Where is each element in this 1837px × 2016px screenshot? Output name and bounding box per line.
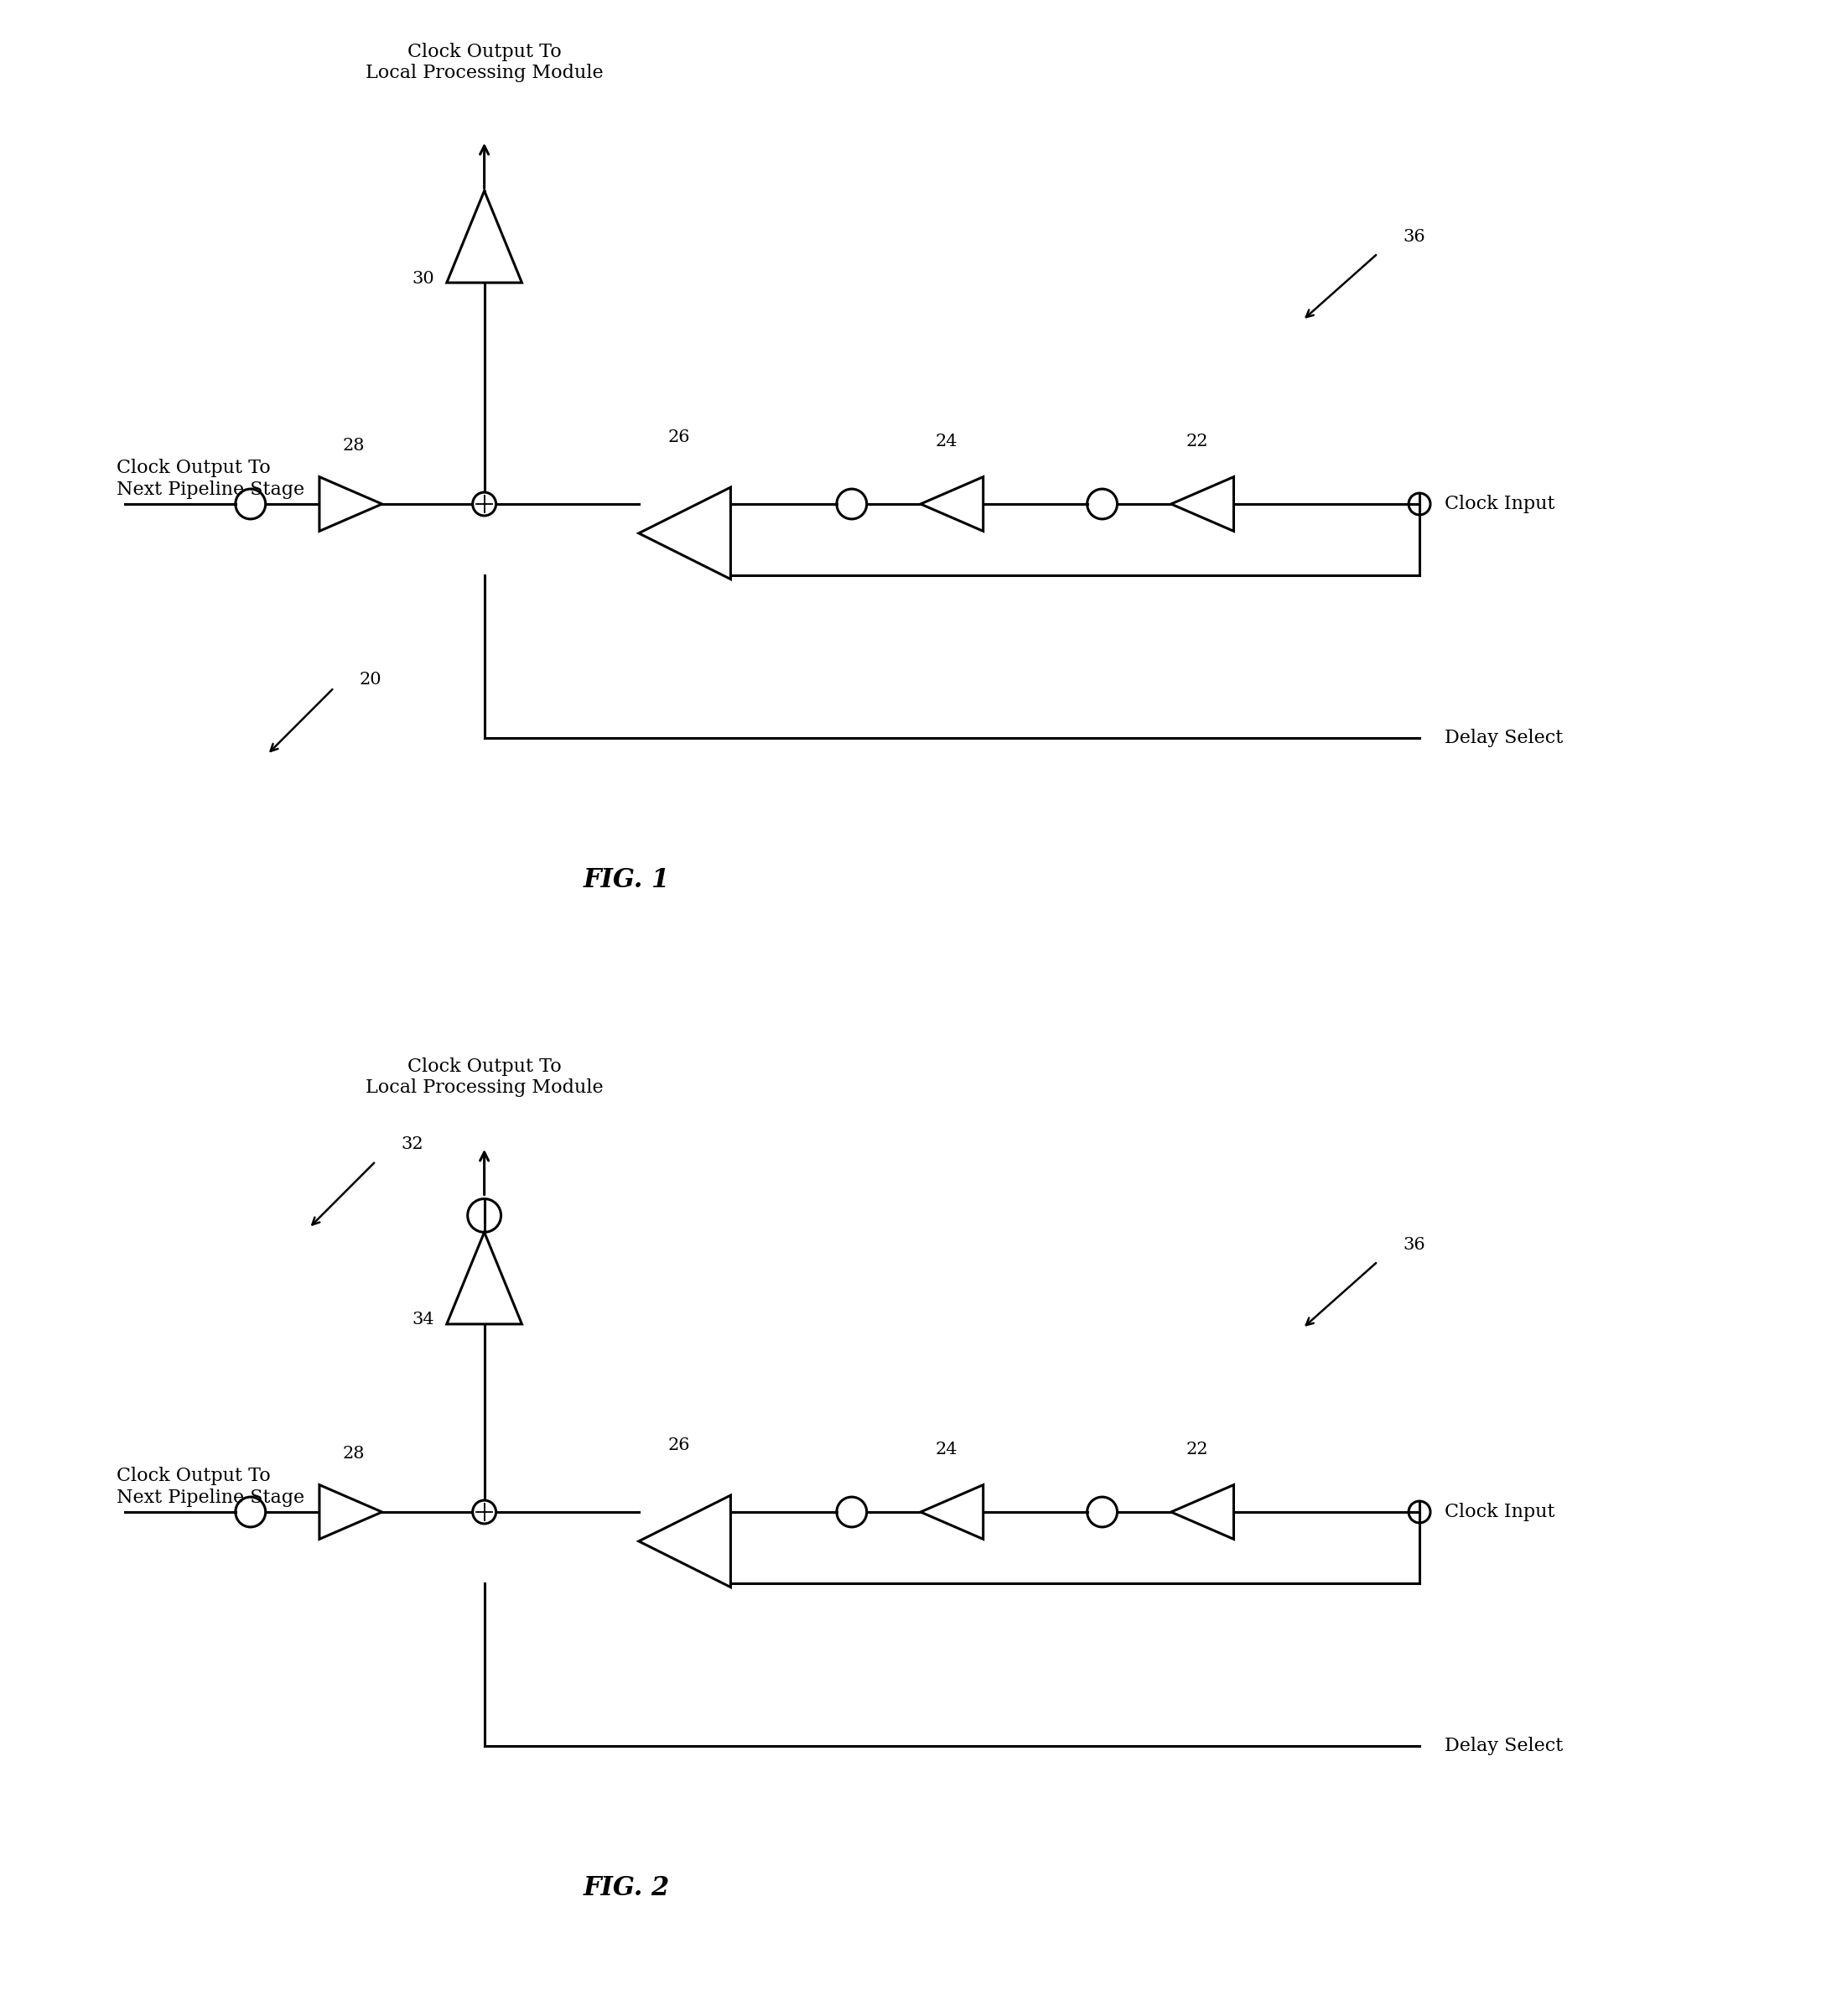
Text: 30: 30 [411, 270, 434, 286]
Text: 32: 32 [400, 1137, 423, 1153]
Polygon shape [320, 1486, 382, 1538]
Text: 34: 34 [411, 1312, 434, 1329]
Polygon shape [1172, 1486, 1234, 1538]
Text: Delay Select: Delay Select [1444, 1736, 1563, 1756]
Text: Clock Input: Clock Input [1444, 494, 1554, 514]
Polygon shape [920, 478, 983, 530]
Text: 22: 22 [1185, 433, 1209, 450]
Text: 26: 26 [669, 1437, 691, 1454]
Text: 28: 28 [342, 437, 364, 454]
Text: 24: 24 [935, 433, 957, 450]
Text: 20: 20 [358, 671, 382, 687]
Text: 22: 22 [1185, 1441, 1209, 1458]
Polygon shape [920, 1486, 983, 1538]
Polygon shape [320, 478, 382, 530]
Text: Delay Select: Delay Select [1444, 728, 1563, 748]
Text: Clock Output To
Next Pipeline Stage: Clock Output To Next Pipeline Stage [118, 460, 305, 498]
Text: 36: 36 [1403, 228, 1426, 244]
Text: Clock Input: Clock Input [1444, 1502, 1554, 1522]
Text: 26: 26 [669, 429, 691, 446]
Text: 28: 28 [342, 1445, 364, 1462]
Text: Clock Output To
Local Processing Module: Clock Output To Local Processing Module [366, 1056, 603, 1097]
Circle shape [472, 492, 496, 516]
Text: FIG. 1: FIG. 1 [582, 867, 669, 893]
Polygon shape [1172, 478, 1234, 530]
Text: 24: 24 [935, 1441, 957, 1458]
Polygon shape [446, 192, 522, 282]
Text: 36: 36 [1403, 1236, 1426, 1252]
Text: Clock Output To
Local Processing Module: Clock Output To Local Processing Module [366, 42, 603, 83]
Text: Clock Output To
Next Pipeline Stage: Clock Output To Next Pipeline Stage [118, 1468, 305, 1506]
Polygon shape [639, 488, 731, 579]
Circle shape [472, 1500, 496, 1524]
Polygon shape [446, 1232, 522, 1325]
Text: FIG. 2: FIG. 2 [582, 1875, 669, 1901]
Polygon shape [639, 1496, 731, 1587]
